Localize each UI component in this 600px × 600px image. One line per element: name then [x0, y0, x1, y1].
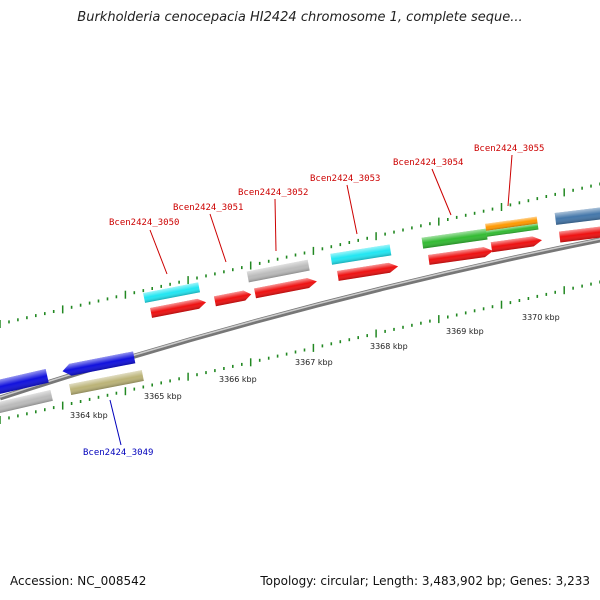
scale-labels: 3364 kbp 3365 kbp 3366 kbp 3367 kbp 3368…	[70, 313, 560, 420]
lower-tick-row	[0, 280, 600, 424]
upper-tick-row	[0, 182, 600, 328]
map-title: Burkholderia cenocepacia HI2424 chromoso…	[77, 10, 523, 25]
lower-strand-features[interactable]	[0, 350, 144, 414]
gene-label-3049[interactable]: Bcen2424_3049	[83, 448, 153, 458]
gene-label-3051[interactable]: Bcen2424_3051	[173, 203, 243, 213]
scale-label-3370: 3370 kbp	[522, 313, 560, 322]
scale-label-3368: 3368 kbp	[370, 342, 408, 351]
gene-label-3050[interactable]: Bcen2424_3050	[109, 218, 179, 228]
gene-label-3054[interactable]: Bcen2424_3054	[393, 158, 463, 168]
accession-text: Accession: NC_008542	[10, 574, 147, 588]
gene-label-3055[interactable]: Bcen2424_3055	[474, 144, 544, 154]
upper-strand-features[interactable]	[143, 207, 600, 318]
gene-labels[interactable]: Bcen2424_3050 Bcen2424_3051 Bcen2424_305…	[83, 144, 544, 458]
summary-text: Topology: circular; Length: 3,483,902 bp…	[260, 574, 590, 588]
scale-label-3367: 3367 kbp	[295, 358, 333, 367]
label-leader-lines	[109, 154, 513, 446]
scale-label-3369: 3369 kbp	[446, 327, 484, 336]
scale-label-3366: 3366 kbp	[219, 375, 257, 384]
scale-label-3365: 3365 kbp	[144, 392, 182, 401]
gene-label-3052[interactable]: Bcen2424_3052	[238, 188, 308, 198]
gene-label-3053[interactable]: Bcen2424_3053	[310, 174, 380, 184]
scale-label-3364: 3364 kbp	[70, 411, 108, 420]
